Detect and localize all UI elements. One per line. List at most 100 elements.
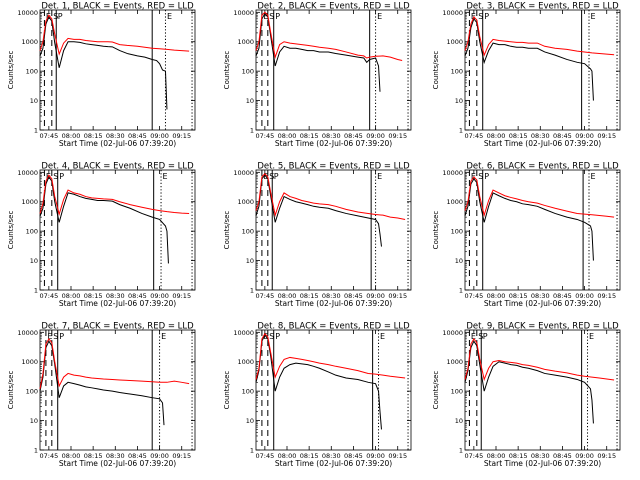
y-tick-label: 1000: [237, 358, 254, 366]
y-tick-label: 1: [34, 127, 38, 135]
y-tick-label: 100: [451, 68, 463, 76]
interval-label: E: [589, 332, 594, 341]
y-tick-label: 1000: [21, 38, 38, 46]
interval-label: P: [484, 12, 489, 21]
lld-series-line: [464, 337, 615, 382]
y-tick-label: 10000: [442, 169, 463, 177]
y-tick-label: 1: [250, 287, 254, 295]
interval-label: E: [377, 12, 382, 21]
x-axis-label: Start Time (02-Jul-06 07:39:20): [59, 459, 176, 468]
panel-title: Det. 8, BLACK = Events, RED = LLD: [257, 322, 410, 332]
x-tick-label: 07:45: [39, 452, 58, 460]
y-tick-label: 10: [455, 257, 463, 265]
x-tick-label: 08:45: [344, 132, 363, 140]
detector-panel: Det. 6, BLACK = Events, RED = LLD 1 10 100 1…: [432, 162, 621, 308]
lld-series-line: [464, 176, 615, 218]
y-tick-label: 10: [246, 417, 254, 425]
x-tick-label: 07:45: [255, 292, 274, 300]
x-tick-label: 08:30: [322, 132, 341, 140]
y-tick-label: 1000: [446, 198, 463, 206]
y-axis-label: Counts/sec: [7, 211, 15, 250]
y-tick-label: 1000: [237, 38, 254, 46]
x-tick-label: 07:45: [255, 132, 274, 140]
x-tick-label: 08:00: [278, 132, 297, 140]
x-tick-label: 07:45: [464, 452, 483, 460]
interval-label: P: [483, 332, 488, 341]
interval-label: S: [478, 12, 483, 21]
x-tick-label: 08:45: [344, 292, 363, 300]
x-tick-label: 08:45: [553, 292, 572, 300]
interval-label: S: [478, 172, 483, 181]
y-tick-label: 1: [250, 127, 254, 135]
interval-label: S: [53, 172, 58, 181]
interval-label: P: [59, 172, 64, 181]
detector-panel: Det. 5, BLACK = Events, RED = LLD 1 10 100 1…: [223, 162, 412, 308]
plot-frame: [255, 9, 412, 131]
y-tick-label: 10000: [233, 329, 254, 337]
y-axis-label: Counts/sec: [223, 211, 231, 250]
lld-series-line: [39, 14, 190, 56]
y-tick-label: 1: [459, 287, 463, 295]
y-tick-label: 1000: [237, 198, 254, 206]
plot-frame: [464, 329, 621, 451]
panel-title: Det. 4, BLACK = Events, RED = LLD: [41, 162, 194, 172]
x-tick-label: 09:00: [150, 132, 169, 140]
events-series-line: [464, 177, 594, 261]
panel-title: Det. 3, BLACK = Events, RED = LLD: [466, 2, 619, 12]
plot-frame: [39, 169, 196, 291]
x-tick-label: 09:15: [597, 292, 616, 300]
y-tick-label: 1000: [446, 358, 463, 366]
x-tick-label: 08:00: [487, 132, 506, 140]
panel-title: Det. 6, BLACK = Events, RED = LLD: [466, 162, 619, 172]
interval-label: S: [53, 332, 58, 341]
x-axis-label: Start Time (02-Jul-06 07:39:20): [484, 299, 601, 308]
interval-label: S: [53, 12, 58, 21]
x-tick-label: 08:15: [509, 452, 528, 460]
y-tick-label: 100: [242, 228, 254, 236]
y-tick-label: 10000: [233, 169, 254, 177]
x-tick-label: 09:15: [172, 292, 191, 300]
interval-label: E: [47, 332, 52, 341]
y-tick-label: 100: [26, 388, 38, 396]
panel-title: Det. 7, BLACK = Events, RED = LLD: [41, 322, 194, 332]
x-tick-label: 08:15: [509, 132, 528, 140]
x-tick-label: 08:30: [106, 452, 125, 460]
x-tick-label: 09:15: [172, 132, 191, 140]
y-axis-label: Counts/sec: [223, 51, 231, 90]
events-series-line: [39, 175, 169, 264]
y-tick-label: 10000: [17, 169, 38, 177]
y-tick-label: 1: [459, 447, 463, 455]
y-tick-label: 10000: [233, 9, 254, 17]
x-axis-label: Start Time (02-Jul-06 07:39:20): [275, 139, 392, 148]
detector-panel: Det. 4, BLACK = Events, RED = LLD 1 10 100 1…: [7, 162, 196, 308]
x-tick-label: 07:45: [39, 292, 58, 300]
x-tick-label: 08:30: [106, 132, 125, 140]
lld-series-line: [255, 332, 406, 380]
y-tick-label: 100: [26, 68, 38, 76]
x-tick-label: 09:00: [366, 452, 385, 460]
interval-label: E: [591, 172, 596, 181]
y-tick-label: 100: [451, 228, 463, 236]
y-tick-label: 10: [30, 97, 38, 105]
y-tick-label: 1: [250, 447, 254, 455]
y-axis-label: Counts/sec: [432, 371, 440, 410]
x-tick-label: 08:30: [531, 132, 550, 140]
x-tick-label: 09:15: [388, 132, 407, 140]
detector-panel: Det. 7, BLACK = Events, RED = LLD 1 10 100 1…: [7, 322, 196, 468]
lld-series-line: [255, 11, 403, 62]
x-axis-label: Start Time (02-Jul-06 07:39:20): [59, 139, 176, 148]
interval-label: E: [167, 12, 172, 21]
interval-label: S: [478, 332, 483, 341]
events-series-line: [255, 334, 382, 430]
interval-label: E: [471, 12, 476, 21]
y-tick-label: 1000: [21, 198, 38, 206]
y-tick-label: 10: [455, 417, 463, 425]
interval-label: E: [380, 332, 385, 341]
x-axis-label: Start Time (02-Jul-06 07:39:20): [275, 459, 392, 468]
events-series-line: [255, 174, 382, 247]
panel-title: Det. 2, BLACK = Events, RED = LLD: [257, 2, 410, 12]
x-tick-label: 08:15: [84, 292, 103, 300]
x-tick-label: 08:15: [300, 132, 319, 140]
interval-label: S: [269, 12, 274, 21]
